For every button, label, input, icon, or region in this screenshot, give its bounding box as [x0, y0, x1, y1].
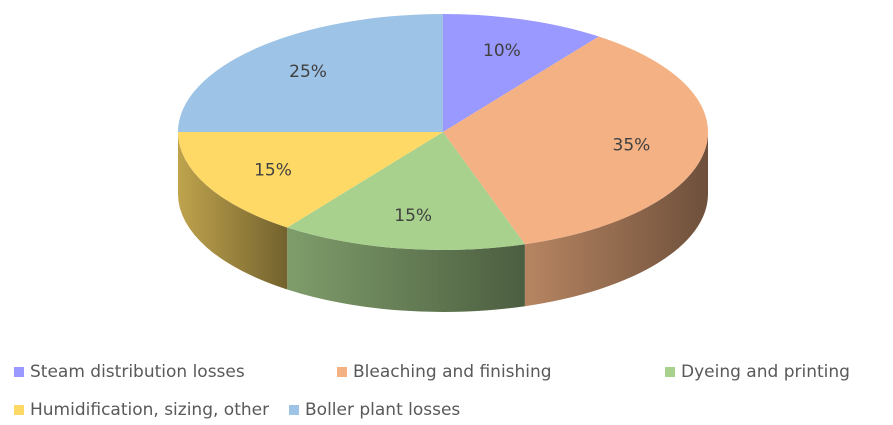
data-label: 35%: [613, 135, 651, 155]
legend-marker: [665, 367, 675, 377]
legend-marker: [14, 367, 24, 377]
data-label: 25%: [289, 62, 327, 82]
data-label: 15%: [394, 206, 432, 226]
legend-marker: [337, 367, 347, 377]
pie-tops: [178, 14, 708, 250]
pie-slice-side: [524, 132, 708, 307]
data-label: 15%: [254, 161, 292, 181]
legend-marker: [14, 405, 24, 415]
pie-slice: [443, 36, 708, 245]
data-label: 10%: [483, 41, 521, 61]
pie-slice: [443, 14, 599, 132]
pie-slice: [178, 14, 443, 132]
data-labels: 10% 35% 15% 15% 25%: [254, 41, 650, 226]
pie-slice: [178, 132, 443, 228]
legend-label: Bleaching and finishing: [353, 362, 552, 382]
legend-marker: [289, 405, 299, 415]
pie-sides: [178, 132, 708, 312]
legend-label: Humidification, sizing, other: [30, 400, 269, 420]
legend-label: Steam distribution losses: [30, 362, 245, 382]
legend: Steam distribution losses Bleaching and f…: [14, 362, 850, 420]
legend-label: Boller plant losses: [305, 400, 460, 420]
pie-slice-side: [178, 132, 288, 290]
legend-label: Dyeing and printing: [681, 362, 850, 382]
pie-slice: [287, 132, 525, 250]
pie-slice-side: [287, 227, 525, 312]
